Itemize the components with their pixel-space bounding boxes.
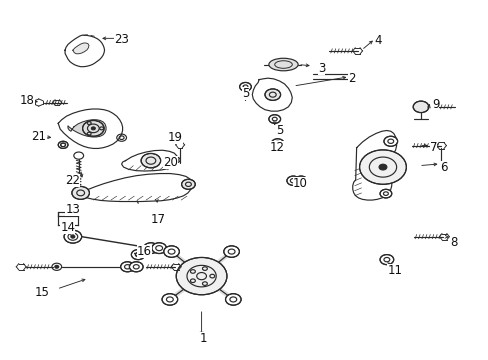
Text: 8: 8 [449,236,457,249]
Polygon shape [122,150,178,171]
Circle shape [224,246,239,257]
Circle shape [412,101,428,113]
Text: 5: 5 [275,124,283,137]
Text: 5: 5 [241,87,249,100]
Circle shape [359,150,406,184]
Text: 6: 6 [439,161,447,174]
Circle shape [286,176,299,185]
Text: 7: 7 [429,141,437,154]
Polygon shape [73,43,89,54]
Text: 13: 13 [65,203,80,216]
Text: 9: 9 [431,98,439,111]
Circle shape [121,262,134,272]
Text: 12: 12 [269,140,285,153]
Circle shape [162,294,177,305]
Polygon shape [75,174,192,202]
Text: 3: 3 [317,62,325,75]
Circle shape [271,139,284,148]
Text: 22: 22 [65,174,80,187]
Text: 19: 19 [167,131,183,144]
Polygon shape [252,78,292,111]
Circle shape [129,262,143,272]
Circle shape [176,257,226,295]
Circle shape [294,176,307,185]
Text: 2: 2 [347,72,355,85]
Circle shape [152,243,166,253]
Circle shape [239,82,251,91]
Text: 16: 16 [137,244,152,257]
Circle shape [225,294,241,305]
Circle shape [64,230,81,243]
Polygon shape [68,120,106,137]
Polygon shape [58,109,122,148]
Circle shape [181,179,195,189]
Circle shape [268,115,280,123]
Polygon shape [352,131,396,200]
Circle shape [141,153,160,168]
Text: 23: 23 [114,33,129,46]
Circle shape [131,249,145,260]
Text: 11: 11 [386,264,401,277]
Text: 15: 15 [35,287,49,300]
Polygon shape [65,35,104,67]
Circle shape [91,127,95,130]
Text: 18: 18 [20,94,35,107]
Circle shape [379,255,393,265]
Text: 10: 10 [292,177,307,190]
Text: 21: 21 [31,130,46,143]
Text: 17: 17 [150,213,165,226]
Circle shape [55,265,59,268]
Circle shape [72,186,89,199]
Circle shape [378,164,386,170]
Text: 4: 4 [374,33,382,47]
Text: 20: 20 [163,156,178,169]
Circle shape [82,121,104,136]
Text: 1: 1 [199,332,206,345]
Circle shape [143,243,158,253]
Circle shape [71,235,75,238]
Circle shape [379,189,391,198]
Circle shape [264,89,280,100]
Circle shape [163,246,179,257]
Ellipse shape [268,58,298,71]
Circle shape [383,136,397,146]
Text: 14: 14 [61,221,75,234]
